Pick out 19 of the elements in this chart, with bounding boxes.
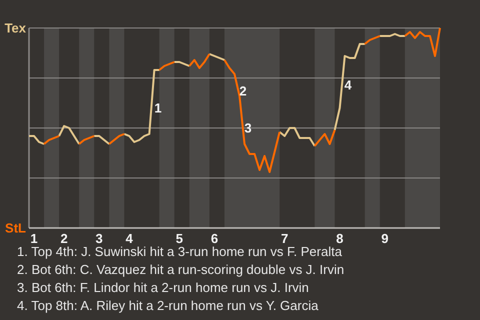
x-tick-label: 5 (176, 231, 183, 246)
text: 3. Bot 6th: F. Lindor hit a 2-run home run vs J. Irvin (17, 280, 309, 295)
text: Tex (4, 20, 27, 36)
x-tick-label: 7 (281, 231, 288, 246)
x-tick-label: 6 (210, 231, 218, 246)
x-tick-label: 2 (60, 231, 68, 246)
annotation: 1 (154, 100, 162, 116)
annotation: 2 (239, 84, 247, 99)
annotation: 4 (344, 78, 352, 93)
text: StL (5, 220, 26, 236)
x-tick-label: 8 (336, 231, 344, 246)
text: 1. Top 4th: J. Suwinski hit a 3-run home run vs F. Peralta (17, 244, 343, 259)
text: 4. Top 8th: A. Riley hit a 2-run home run vs Y. Garcia (17, 298, 320, 313)
annotation: 3 (244, 120, 252, 136)
x-tick-label: 3 (96, 231, 103, 246)
text: 2. Bot 6th: C. Vazquez hit a run-scoring double vs J. Irvin (17, 262, 344, 277)
x-tick-label: 1 (30, 231, 38, 246)
x-tick-label: 9 (381, 231, 388, 246)
x-tick-label: 4 (126, 231, 134, 246)
